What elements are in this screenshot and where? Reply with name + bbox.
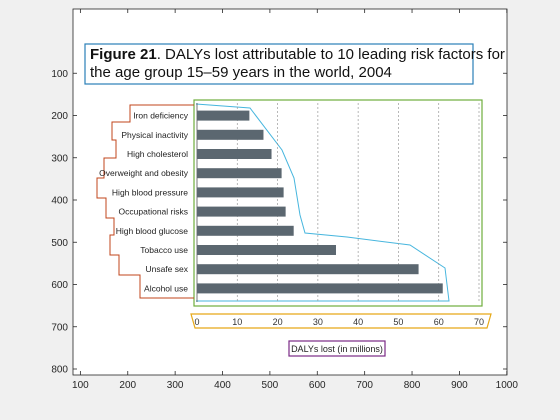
x-label-annotation-box xyxy=(288,340,386,357)
x-tick-label: 40 xyxy=(353,317,363,327)
figure-number: Figure 21 xyxy=(90,46,157,63)
x-tick-label: 20 xyxy=(273,317,283,327)
outer-x-tick-label: 400 xyxy=(214,380,231,391)
outer-x-tick-label: 700 xyxy=(356,380,373,391)
category-label: Occupational risks xyxy=(119,207,188,217)
bar xyxy=(197,129,264,140)
category-label: Unsafe sex xyxy=(145,264,188,274)
category-label: Tobacco use xyxy=(140,245,188,255)
outer-y-tick-label: 300 xyxy=(51,153,68,164)
category-label: Overweight and obesity xyxy=(99,168,189,178)
bars-group xyxy=(197,110,443,294)
bar xyxy=(197,110,250,121)
x-tick-label: 70 xyxy=(474,317,484,327)
title-annotation-box xyxy=(84,43,474,85)
category-label: High blood pressure xyxy=(112,187,188,197)
category-labels: Iron deficiency Physical inactivity High c… xyxy=(99,111,189,294)
x-tick-label: 0 xyxy=(194,317,199,327)
outer-x-tick-label: 200 xyxy=(119,380,136,391)
bars-annotation-outline xyxy=(195,103,450,302)
outer-x-tick-label: 300 xyxy=(167,380,184,391)
bar xyxy=(197,264,419,275)
outer-x-tick-label: 100 xyxy=(72,380,89,391)
x-tick-label: 10 xyxy=(232,317,242,327)
category-label: Iron deficiency xyxy=(133,111,189,121)
figure-title-line1: Figure 21. DALYs lost attributable to 10… xyxy=(90,46,505,63)
category-label: High cholesterol xyxy=(127,149,188,159)
outer-y-tick-label: 500 xyxy=(51,238,68,249)
outer-y-tick-label: 700 xyxy=(51,322,68,333)
x-tick-label: 50 xyxy=(393,317,403,327)
bar xyxy=(197,187,284,198)
bar xyxy=(197,149,272,159)
x-axis-label: DALYs lost (in millions) xyxy=(291,344,383,354)
x-axis-tick-labels: 0 10 20 30 40 50 60 70 xyxy=(194,317,484,327)
bar xyxy=(197,206,286,217)
outer-x-tick-label: 1000 xyxy=(496,380,519,391)
outer-x-tick-label: 800 xyxy=(404,380,421,391)
category-label: Physical inactivity xyxy=(121,130,188,140)
figure-title-line2: the age group 15–59 years in the world, … xyxy=(90,64,392,81)
figure-title-text: . DALYs lost attributable to 10 leading … xyxy=(157,46,505,63)
outer-axes-ticks: 100 200 300 400 500 600 700 800 900 1000100200300… xyxy=(51,9,518,391)
bar xyxy=(197,283,443,294)
outer-x-tick-label: 900 xyxy=(451,380,468,391)
outer-y-tick-label: 400 xyxy=(51,196,68,207)
bar xyxy=(197,225,294,236)
x-tick-label: 30 xyxy=(313,317,323,327)
x-axis-annotation-box xyxy=(190,313,492,329)
category-label: Alcohol use xyxy=(144,283,188,293)
outer-y-tick-label: 600 xyxy=(51,280,68,291)
bar xyxy=(197,168,282,179)
category-label: High blood glucose xyxy=(116,226,189,236)
outer-x-tick-label: 600 xyxy=(309,380,326,391)
outer-x-tick-label: 500 xyxy=(262,380,279,391)
plot-area-annotation-box xyxy=(193,99,483,307)
x-tick-label: 60 xyxy=(434,317,444,327)
outer-y-tick-label: 800 xyxy=(51,365,68,376)
outer-y-tick-label: 100 xyxy=(51,69,68,80)
outer-y-tick-label: 200 xyxy=(51,111,68,122)
category-labels-annotation-outline xyxy=(96,104,194,299)
bar xyxy=(197,245,336,255)
